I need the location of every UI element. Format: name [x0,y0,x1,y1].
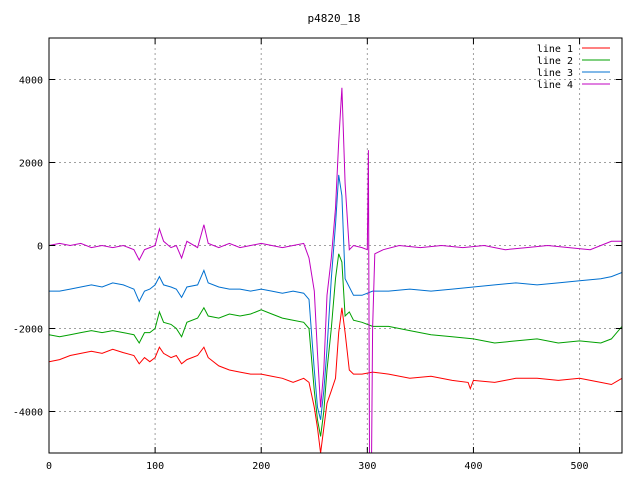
x-tick-label: 500 [571,461,589,472]
legend-label-2: line 2 [537,56,573,67]
chart-title: p4820_18 [308,12,361,25]
y-tick-label: -4000 [13,408,43,419]
legend-label-3: line 3 [537,68,573,79]
y-tick-label: 0 [37,242,43,253]
legend-label-4: line 4 [537,80,573,91]
legend-label-1: line 1 [537,44,573,55]
series-layer [49,87,622,453]
y-tick-label: 4000 [19,76,43,87]
x-tick-label: 200 [252,461,270,472]
grid [49,38,622,453]
x-tick-label: 100 [146,461,164,472]
y-tick-label: -2000 [13,325,43,336]
x-tick-label: 0 [46,461,52,472]
series-line-4 [49,87,622,453]
series-line-3 [49,174,622,420]
y-tick-label: 2000 [19,159,43,170]
x-tick-label: 400 [464,461,482,472]
series-line-2 [49,253,622,437]
series-line-1 [49,307,622,453]
x-tick-label: 300 [358,461,376,472]
axes: 0 100 200 300 400 500 -4000 -2000 0 2000 4000 [13,37,623,472]
